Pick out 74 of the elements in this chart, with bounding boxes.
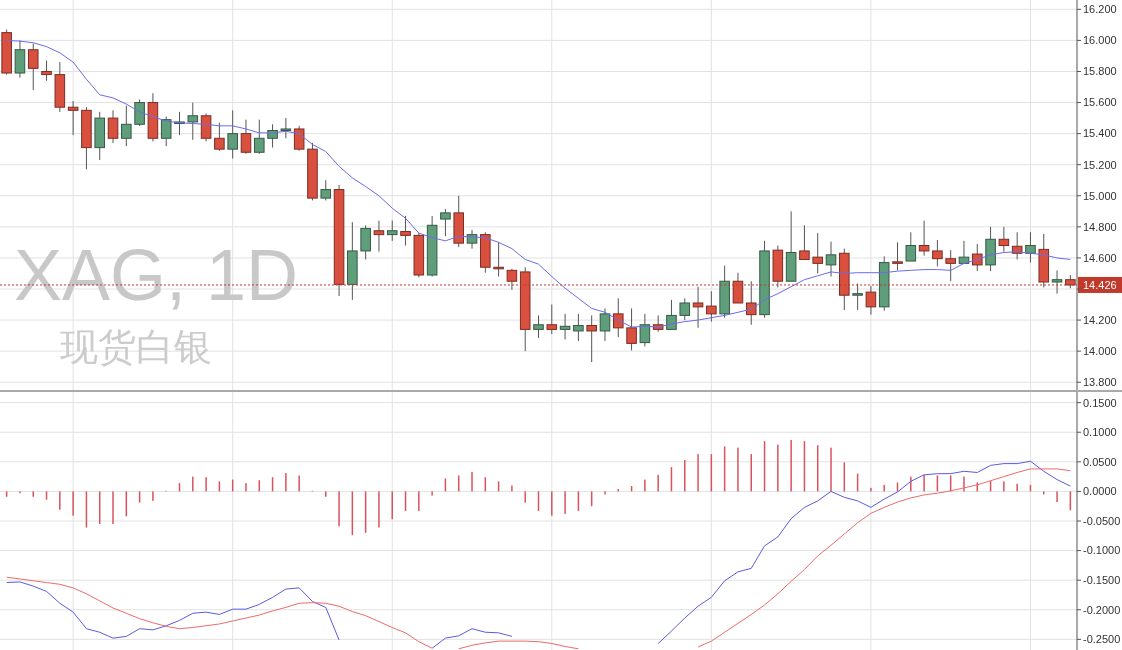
y-tick-label: 0.0000 (1083, 485, 1117, 498)
candlestick (825, 241, 837, 278)
candlestick (400, 215, 411, 246)
candlestick (706, 290, 717, 323)
candlestick (865, 285, 877, 316)
candlestick (267, 123, 278, 149)
y-tick-label: 15.200 (1083, 158, 1117, 171)
candlestick (506, 268, 518, 291)
candlestick (626, 307, 637, 351)
candlestick (612, 297, 624, 338)
y-tick-label: -0.1000 (1083, 544, 1121, 557)
candlestick (41, 60, 52, 82)
candlestick (905, 231, 917, 262)
y-tick-label: 0.0500 (1083, 455, 1117, 468)
candlestick (280, 117, 292, 139)
candlestick (227, 109, 238, 159)
candlestick (27, 43, 39, 91)
candlestick (214, 122, 225, 152)
y-tick-label: 15.800 (1083, 65, 1117, 78)
candlestick (852, 283, 863, 311)
candlestick (586, 314, 597, 363)
candlestick (533, 314, 544, 339)
y-tick-label: 16.200 (1083, 3, 1117, 16)
candlestick (240, 119, 252, 155)
y-tick-label: 15.400 (1083, 127, 1117, 140)
candlestick (679, 297, 691, 321)
candlestick (134, 98, 145, 127)
y-tick-label: 14.800 (1083, 220, 1117, 233)
candlestick (121, 105, 132, 147)
candlestick (918, 220, 930, 257)
y-tick-label: 16.000 (1083, 34, 1117, 47)
candlestick (253, 119, 265, 155)
candlestick (812, 232, 824, 274)
candlestick (187, 102, 199, 141)
ref-line-label: 14.426 (1083, 278, 1117, 291)
candlestick (599, 307, 611, 342)
candlestick (320, 179, 332, 201)
candlestick (14, 39, 26, 79)
candlestick (546, 304, 558, 335)
y-tick-label: 14.200 (1083, 313, 1117, 326)
y-tick-label: 14.600 (1083, 251, 1117, 264)
y-tick-label: -0.1500 (1083, 574, 1121, 587)
y-tick-label: 15.600 (1083, 96, 1117, 109)
candlestick (639, 313, 651, 347)
y-tick-label: -0.2000 (1083, 603, 1121, 616)
y-tick-label: 0.1500 (1083, 396, 1117, 409)
candlestick (998, 226, 1010, 253)
candlestick (573, 313, 584, 342)
y-tick-label: 14.000 (1083, 345, 1117, 358)
y-tick-label: 0.1000 (1083, 426, 1117, 439)
y-tick-label: 13.800 (1083, 376, 1117, 389)
candlestick (1025, 231, 1036, 264)
candlestick (666, 299, 677, 330)
candlestick (1051, 269, 1063, 295)
candlestick (745, 280, 757, 326)
candlestick (892, 241, 903, 271)
candlestick (932, 239, 943, 267)
y-tick-label: -0.2500 (1083, 633, 1121, 646)
candlestick (293, 125, 305, 152)
y-tick-label: 15.000 (1083, 189, 1117, 202)
candlestick (440, 208, 451, 237)
candlestick (67, 100, 79, 136)
candlestick (732, 272, 744, 304)
candlestick (200, 112, 212, 142)
candlestick (692, 286, 704, 329)
candlestick (360, 224, 371, 260)
candlestick (559, 313, 571, 340)
candlestick (799, 224, 810, 260)
candlestick (107, 109, 119, 144)
candlestick (386, 220, 398, 242)
candlestick (373, 220, 385, 253)
y-tick-label: -0.0500 (1083, 514, 1121, 527)
candlestick (945, 249, 956, 282)
candlestick (160, 116, 172, 147)
